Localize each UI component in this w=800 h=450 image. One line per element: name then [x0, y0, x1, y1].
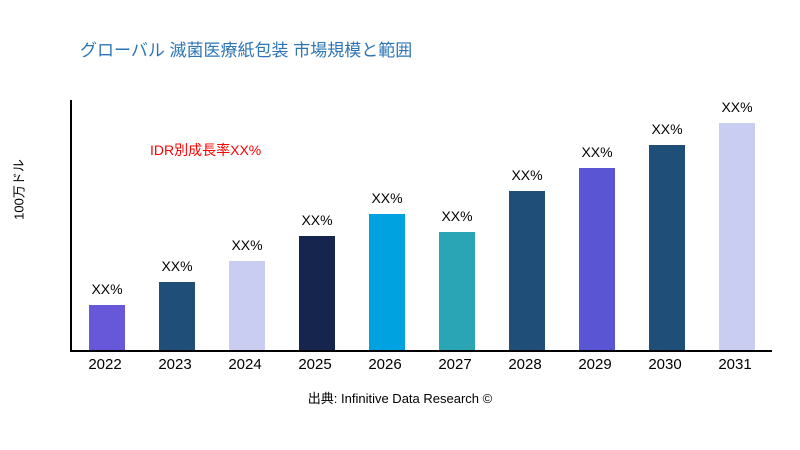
bar-2022	[89, 305, 125, 350]
bar-2024	[229, 261, 265, 350]
x-tick-2023: 2023	[158, 356, 192, 373]
bar-value-label-2024: XX%	[231, 237, 263, 253]
y-axis-label: 100万ドル	[11, 159, 27, 220]
bar-value-label-2030: XX%	[651, 121, 683, 137]
bar-group-2027: XX%	[422, 100, 492, 350]
source-attribution: 出典: Infinitive Data Research ©	[307, 391, 493, 406]
x-tick-2022: 2022	[88, 356, 122, 373]
x-tick-2029: 2029	[578, 356, 612, 373]
x-tick-2028: 2028	[508, 356, 542, 373]
bar-group-2029: XX%	[562, 100, 632, 350]
x-ticks: 2022 2023 2024 2025 2026 2027 2028 2029 2030 2031	[70, 356, 770, 373]
bar-group-2022: XX%	[72, 100, 142, 350]
x-tick-2031: 2031	[718, 356, 752, 373]
x-tick-2026: 2026	[368, 356, 402, 373]
bar-2025	[299, 236, 335, 350]
bar-value-label-2023: XX%	[161, 258, 193, 274]
chart-title: グローバル 滅菌医療紙包装 市場規模と範囲	[80, 41, 413, 60]
bar-group-2030: XX%	[632, 100, 702, 350]
bar-value-label-2029: XX%	[581, 144, 613, 160]
plot-area: XX% XX% XX% XX% XX% XX% XX% XX% XX% XX%	[70, 99, 772, 352]
bar-value-label-2025: XX%	[301, 212, 333, 228]
bar-2029	[579, 168, 615, 350]
bar-group-2026: XX%	[352, 100, 422, 350]
bar-value-label-2031: XX%	[721, 99, 753, 115]
bar-value-label-2022: XX%	[91, 281, 123, 297]
bar-value-label-2026: XX%	[371, 190, 403, 206]
bar-2023	[159, 282, 195, 350]
bar-value-label-2027: XX%	[441, 208, 473, 224]
bar-value-label-2028: XX%	[511, 167, 543, 183]
bar-group-2023: XX%	[142, 100, 212, 350]
bar-group-2028: XX%	[492, 100, 562, 350]
x-tick-2030: 2030	[648, 356, 682, 373]
bar-2026	[369, 214, 405, 350]
bar-group-2024: XX%	[212, 100, 282, 350]
x-tick-2024: 2024	[228, 356, 262, 373]
bar-2030	[649, 145, 685, 350]
x-tick-2027: 2027	[438, 356, 472, 373]
growth-rate-annotation: IDR別成長率XX%	[150, 142, 262, 158]
bar-group-2031: XX%	[702, 99, 772, 350]
bar-2027	[439, 232, 475, 350]
x-tick-2025: 2025	[298, 356, 332, 373]
bar-2028	[509, 191, 545, 350]
bar-group-2025: XX%	[282, 100, 352, 350]
bars: XX% XX% XX% XX% XX% XX% XX% XX% XX% XX%	[72, 99, 772, 350]
bar-2031	[719, 123, 755, 350]
